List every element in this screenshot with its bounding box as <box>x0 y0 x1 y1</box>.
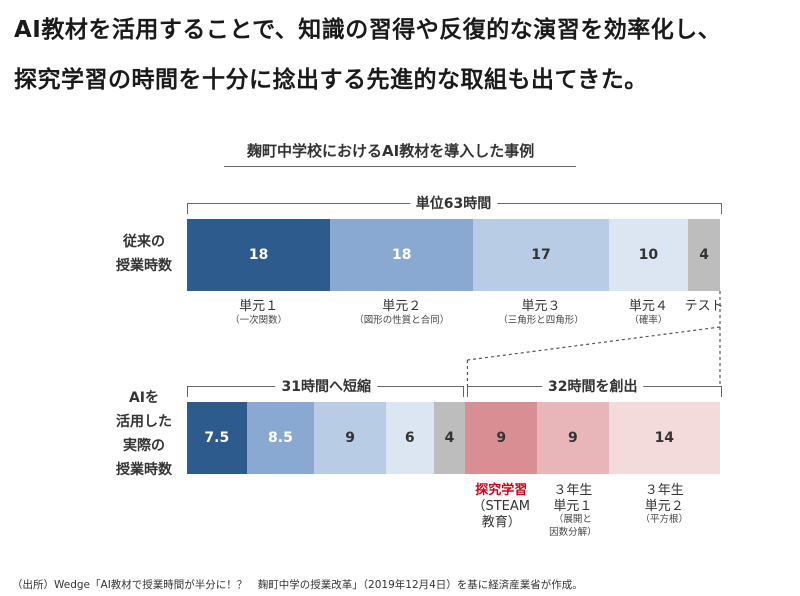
row-label-line: 活用した <box>116 414 172 430</box>
category-label: テスト <box>684 299 724 314</box>
row-label-line: 授業時数 <box>116 462 172 478</box>
row-label-ai: AIを活用した実際の授業時数 <box>108 386 180 482</box>
category-sublabel: 因数分解） <box>549 527 597 538</box>
bar-segment-conventional-4: 10 <box>608 219 689 291</box>
bracket-shortened-label: 31時間へ短縮 <box>275 376 377 396</box>
bracket-total-hours-label: 単位63時間 <box>409 193 498 213</box>
category-sublabel: （平方根） <box>640 514 689 525</box>
category-label: 単元３ <box>521 299 561 314</box>
headline-line-2: 探究学習の時間を十分に捻出する先進的な取組も出てきた。 <box>14 67 648 93</box>
bar-segment-ai-2: 8.5 <box>246 402 315 474</box>
bar-segment-conventional-1: 18 <box>187 219 331 291</box>
category-label: 単元２ <box>382 299 422 314</box>
bar-segment-ai-6: 9 <box>465 402 538 474</box>
row-label-line: 従来の <box>123 234 165 250</box>
category-sublabel: （確率） <box>629 315 668 326</box>
bar-segment-ai-8: 14 <box>608 402 720 474</box>
bar-segment-conventional-5: 4 <box>688 219 720 291</box>
bar-segment-conventional-3: 17 <box>473 219 609 291</box>
bar-segment-ai-5: 4 <box>433 402 466 474</box>
category-label: 単元１ <box>553 499 593 514</box>
bar-segment-ai-1: 7.5 <box>187 402 247 474</box>
category-label: 単元２ <box>644 499 684 514</box>
category-sublabel: 教育） <box>481 515 521 530</box>
row-label-conventional: 従来の 授業時数 <box>108 230 180 278</box>
category-sublabel: （展開と <box>553 514 592 525</box>
bracket-created-label: 32時間を創出 <box>541 376 644 396</box>
category-sublabel: （三角形と四角形） <box>498 315 584 326</box>
headline-line-1: AI教材を活用することで、知識の習得や反復的な演習を効率化し、 <box>14 17 722 43</box>
category-label: 単元４ <box>628 299 668 314</box>
category-sublabel: （図形の性質と合同） <box>354 315 450 326</box>
chart-title: 麹町中学校におけるAI教材を導入した事例 <box>247 142 535 160</box>
chart-title-underline <box>224 166 576 167</box>
bar-segment-conventional-2: 18 <box>330 219 474 291</box>
category-label: 探究学習 <box>475 483 528 498</box>
category-label: ３年生 <box>553 483 593 498</box>
category-sublabel: （STEAM <box>472 499 530 514</box>
source-note: （出所）Wedge「AI教材で授業時間が半分に！？ 麹町中学の授業改革」（201… <box>12 579 583 591</box>
row-label-line: 授業時数 <box>116 258 172 274</box>
category-label: ３年生 <box>644 483 684 498</box>
category-label: 単元１ <box>239 299 279 314</box>
bar-segment-ai-7: 9 <box>537 402 609 474</box>
row-label-line: AIを <box>128 390 160 406</box>
connector-diagonal <box>467 326 721 361</box>
bar-segment-ai-3: 9 <box>314 402 386 474</box>
row-label-line: 実際の <box>123 438 165 454</box>
category-sublabel: （一次関数） <box>230 315 288 326</box>
bar-segment-ai-4: 6 <box>385 402 434 474</box>
